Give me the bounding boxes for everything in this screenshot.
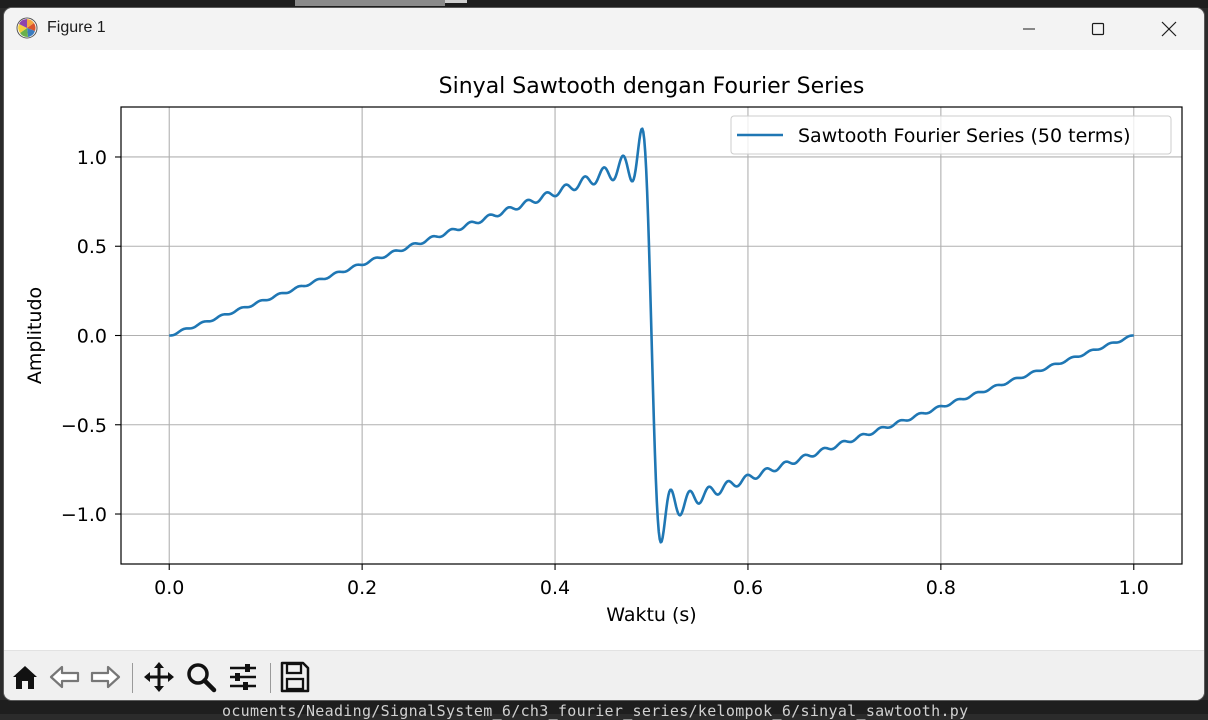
close-icon (1161, 21, 1177, 37)
configure-subplots-button[interactable] (226, 661, 260, 693)
toolbar-separator (132, 663, 133, 693)
chart-title: Sinyal Sawtooth dengan Fourier Series (439, 74, 865, 99)
series-line (168, 127, 1135, 544)
maximize-button[interactable] (1075, 8, 1121, 50)
zoom-icon (187, 663, 217, 693)
save-icon (280, 661, 310, 693)
figure-canvas[interactable]: 0.0 0.2 0.4 0.6 0.8 1.0 −1.0 −0.5 0.0 0.5 1.0 Siny… (4, 50, 1204, 650)
window-title: Figure 1 (47, 19, 106, 36)
toolbar-separator (270, 663, 271, 693)
y-tick-label: −1.0 (61, 504, 107, 526)
pan-icon (144, 662, 174, 692)
y-tick-label: −0.5 (61, 415, 107, 437)
navigation-toolbar (4, 650, 1204, 700)
pan-button[interactable] (142, 661, 176, 693)
configure-icon (230, 664, 256, 690)
close-button[interactable] (1146, 8, 1192, 50)
terminal-text: ocuments/Neading/SignalSystem_6/ch3_four… (222, 702, 969, 720)
legend: Sawtooth Fourier Series (50 terms) (730, 115, 1172, 155)
home-button[interactable] (8, 661, 42, 693)
figure-window: Figure 1 0.0 0.2 0.4 0.6 0.8 1.0 −1.0 −0.5 0.0 0.… (4, 8, 1204, 700)
maximize-icon (1091, 22, 1105, 36)
title-bar[interactable]: Figure 1 (4, 8, 1204, 50)
legend-label: Sawtooth Fourier Series (50 terms) (798, 125, 1131, 147)
x-tick-label: 1.0 (1119, 577, 1149, 599)
terminal-background (0, 700, 1208, 714)
x-tick-label: 0.8 (926, 577, 956, 599)
x-tick-label: 0.6 (733, 577, 763, 599)
x-tick-label: 0.2 (347, 577, 377, 599)
y-tick-label: 0.5 (77, 236, 107, 258)
chart: 0.0 0.2 0.4 0.6 0.8 1.0 −1.0 −0.5 0.0 0.5 1.0 Siny… (24, 74, 1183, 626)
y-tick-label: 0.0 (77, 326, 107, 348)
home-icon (13, 666, 37, 689)
x-tick-label: 0.0 (154, 577, 184, 599)
save-button[interactable] (278, 661, 312, 693)
back-button[interactable] (48, 661, 82, 693)
zoom-button[interactable] (184, 661, 218, 693)
matplotlib-icon (16, 17, 38, 39)
minimize-icon (1023, 28, 1035, 30)
y-axis-label: Amplitudo (24, 287, 46, 384)
y-tick-label: 1.0 (77, 147, 107, 169)
x-tick-label: 0.4 (540, 577, 570, 599)
background-tab-accent (445, 0, 467, 3)
legend-box (730, 115, 1172, 155)
back-icon (49, 665, 80, 689)
forward-button[interactable] (88, 661, 122, 693)
background-tab (295, 0, 445, 6)
background-strip (0, 0, 1208, 8)
minimize-button[interactable] (1006, 8, 1052, 50)
x-axis-label: Waktu (s) (606, 604, 696, 626)
forward-icon (90, 665, 121, 689)
